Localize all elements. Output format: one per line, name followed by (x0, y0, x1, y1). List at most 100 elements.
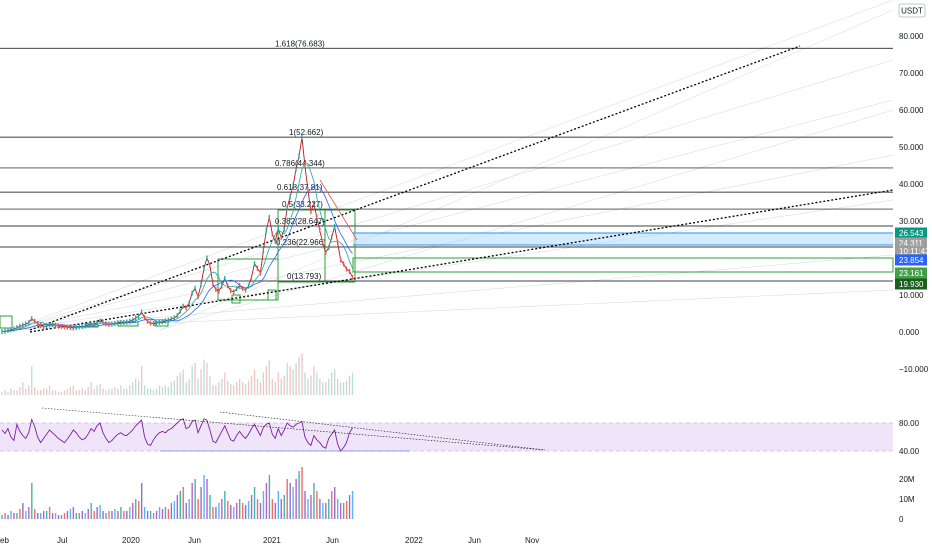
volume-bar (191, 483, 193, 519)
rsi-line (1, 418, 353, 452)
volume-bar (167, 387, 170, 395)
volume-bar (69, 509, 72, 519)
volume-bar (325, 503, 327, 519)
volume-bar (319, 379, 321, 395)
volume-bar (25, 511, 27, 519)
price-tag-label: 23.161 (899, 269, 924, 278)
price-tick-label: 0.000 (899, 328, 920, 337)
volume-bar (170, 503, 173, 519)
volume-bar (280, 499, 282, 519)
volume-bar (10, 511, 12, 519)
volume-bar (182, 487, 184, 519)
volume-bar (236, 503, 238, 519)
volume-bar (289, 366, 291, 395)
volume-bar (241, 382, 244, 395)
volume-bar (215, 385, 217, 395)
volume-bar (93, 388, 95, 395)
volume-bar (322, 382, 324, 395)
volume-bar (182, 369, 184, 395)
fan-ray (159, 109, 894, 331)
volume-bar (298, 356, 300, 395)
volume-bar (239, 499, 241, 519)
currency-badge[interactable]: USDT (898, 3, 926, 18)
volume-bar (48, 385, 51, 395)
volume-bar (31, 483, 33, 519)
volume-tick-label: 0 (899, 515, 904, 524)
price-tag: 26.543 (895, 227, 927, 239)
volume-bar (319, 499, 321, 519)
price-tick-label: 80.000 (899, 32, 924, 41)
volume-bar (114, 509, 116, 519)
volume-bar (25, 388, 27, 395)
volume-bar (19, 387, 21, 395)
price-tick-label: 50.000 (899, 143, 924, 152)
volume-bar (37, 513, 39, 519)
volume-bar (259, 382, 262, 395)
rsi-trend-line (41, 407, 546, 451)
volume-bar (328, 379, 330, 395)
fan-ray (9, 199, 894, 331)
volume-bar (108, 388, 110, 395)
volume-bar (316, 491, 318, 519)
volume-bar (307, 499, 309, 519)
time-axis[interactable]: eb Jul 2020 Jun 2021 Jun 2022 Jun Nov (0, 536, 539, 545)
volume-bar (221, 379, 223, 395)
volume-bar (90, 503, 92, 519)
volume-bar (283, 375, 285, 395)
volume-bar (298, 471, 300, 519)
volume-bar (325, 382, 327, 395)
volume-bar (348, 495, 351, 519)
volume-bar (212, 385, 214, 395)
volume-bar (143, 507, 146, 519)
fan-ray (159, 9, 894, 331)
volume-bars-main (1, 353, 354, 395)
volume-bar (81, 511, 83, 519)
volume-bar (194, 363, 196, 395)
volume-bar (155, 511, 158, 519)
fan-ray (9, 99, 894, 331)
price-tag-bg (895, 227, 927, 239)
volume-bar (57, 391, 60, 395)
volume-bar (105, 390, 107, 395)
rsi-tick-label: 80.00 (899, 419, 920, 428)
volume-bar (230, 505, 232, 519)
volume-bar (215, 507, 217, 519)
time-tick-label: Jun (188, 536, 201, 545)
price-axis[interactable]: 80.00070.00060.00050.00040.00030.00020.0… (899, 32, 929, 374)
volume-bar (265, 366, 268, 395)
volume-bar (200, 487, 202, 519)
volume-bar (271, 379, 273, 395)
volume-bar (203, 359, 205, 395)
volume-bar (10, 388, 12, 395)
volume-bar (84, 390, 86, 395)
volume-bar (28, 507, 30, 519)
price-tag-bg (895, 254, 927, 266)
volume-bar (123, 511, 125, 519)
time-tick-label: 2020 (122, 536, 140, 545)
fib-label: 0.618(37.81) (277, 183, 323, 192)
volume-bar (337, 499, 339, 519)
volume-bar (34, 509, 36, 519)
volume-bar (4, 390, 6, 395)
volume-bar (158, 507, 161, 519)
volume-bar (135, 379, 137, 395)
volume-bar (304, 491, 306, 519)
price-tick-label: 30.000 (899, 217, 924, 226)
volume-bar (69, 387, 72, 395)
time-tick-label: 2021 (263, 536, 281, 545)
price-tick-label: 60.000 (899, 106, 924, 115)
time-tick-label: eb (0, 536, 9, 545)
moving-average-slow (1, 185, 353, 332)
volume-bar (149, 511, 152, 519)
volume-bar (253, 487, 256, 519)
volume-bar (140, 366, 143, 395)
volume-bar (197, 499, 199, 519)
volume-bar (345, 501, 348, 519)
volume-bar (152, 390, 155, 395)
volume-bar (218, 382, 220, 395)
volume-bar (334, 369, 336, 395)
volume-bar (143, 385, 146, 395)
volume-bar (66, 511, 69, 519)
fan-rays (9, 0, 894, 331)
